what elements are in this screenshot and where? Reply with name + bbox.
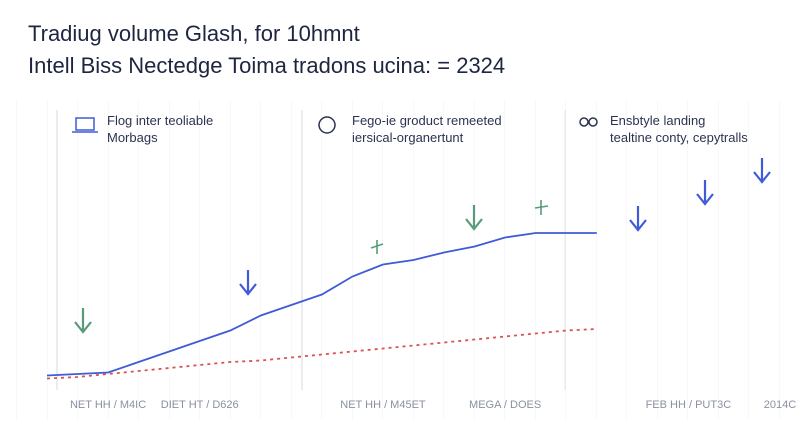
arrows <box>74 158 771 334</box>
x-tick-label: 2014C <box>764 399 796 411</box>
chart-subtitle: Intell Biss Nectedge Toima tradons ucina… <box>28 53 505 78</box>
people-icon <box>588 117 598 127</box>
people-icon <box>579 117 589 127</box>
series-line <box>46 232 597 377</box>
chart-title: Tradiug volume Glash, for 10hmnt <box>28 21 360 46</box>
annotation: Fego-ie groduct remeeted <box>352 113 502 128</box>
x-tick-label: FEB HH / PUT3C <box>646 399 732 411</box>
annotation: Morbags <box>107 130 158 145</box>
x-tick-label: MEGA / DOES <box>469 399 541 411</box>
series-line <box>46 328 597 380</box>
annotation: Ensbtyle landing <box>610 113 705 128</box>
annotation: iersical-organertunt <box>352 130 464 145</box>
background-grid <box>0 100 800 420</box>
x-tick-label: DIET HT / D626 <box>161 399 239 411</box>
x-tick-label: NET HH / M4IC <box>70 399 146 411</box>
target-icon <box>318 116 336 134</box>
annotation: Flog inter teoliable <box>107 113 213 128</box>
annotation: tealtine conty, cepytralls <box>610 130 748 145</box>
laptop-icon <box>75 117 95 131</box>
x-tick-label: NET HH / M45ET <box>340 399 426 411</box>
